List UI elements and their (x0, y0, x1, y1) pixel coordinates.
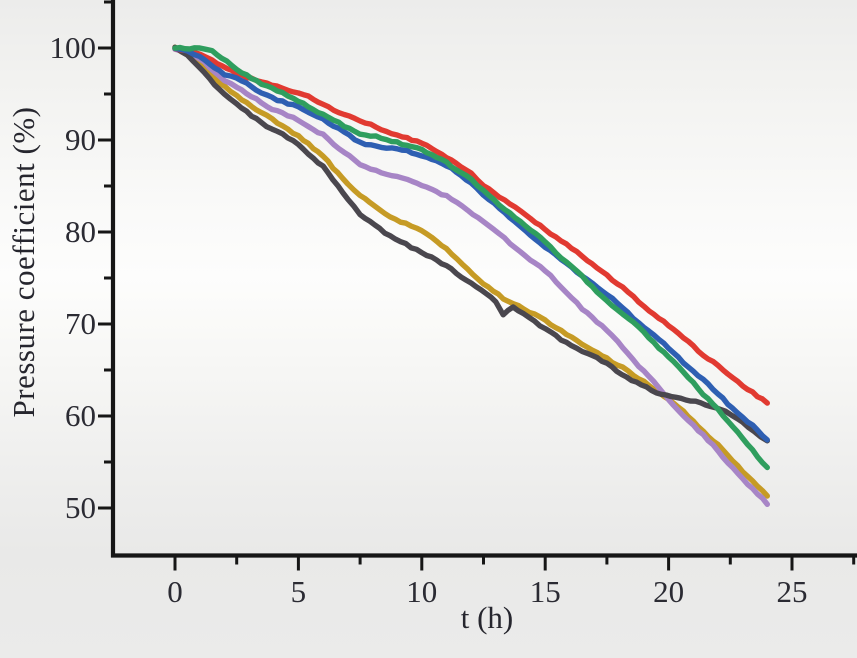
x-axis-title: t (h) (460, 600, 514, 635)
y-tick-label-80: 80 (65, 214, 96, 249)
y-tick-label-100: 100 (49, 30, 97, 65)
y-tick-label-70: 70 (65, 306, 96, 341)
series-line-red (172, 45, 770, 406)
x-tick-label-15: 15 (529, 574, 561, 609)
x-tick-label-20: 20 (653, 574, 685, 609)
x-tick-label-5: 5 (290, 574, 307, 609)
series-line-gold (172, 44, 770, 499)
series-line-purple (172, 46, 770, 507)
y-tick-label-90: 90 (65, 122, 96, 157)
x-tick-label-0: 0 (167, 574, 183, 609)
y-tick-label-50: 50 (65, 490, 96, 525)
x-tick-label-25: 25 (776, 574, 808, 609)
y-tick-label-60: 60 (65, 398, 96, 433)
series-line-green (172, 44, 770, 471)
x-tick-label-10: 10 (406, 574, 438, 609)
series-line-dark-gray (172, 44, 770, 444)
